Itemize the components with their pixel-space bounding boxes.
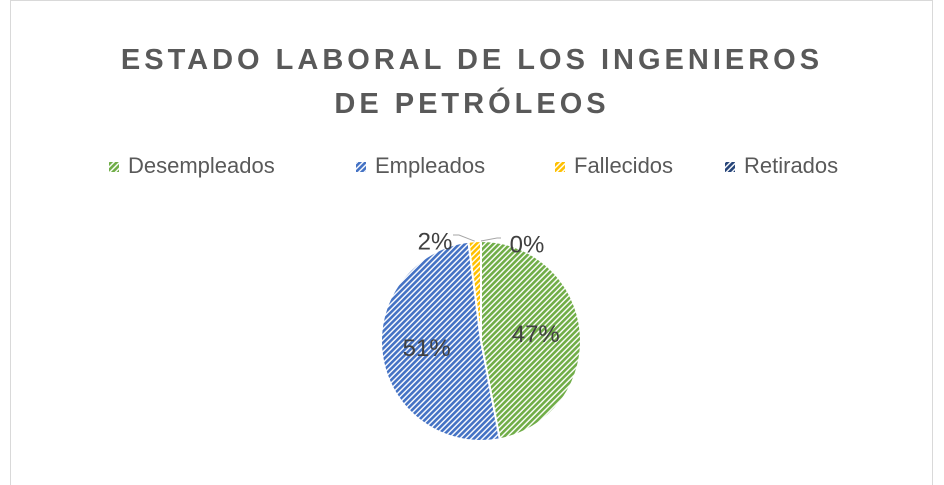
chart-border xyxy=(10,0,933,485)
pie-slice xyxy=(480,239,582,441)
legend-marker xyxy=(356,162,366,172)
chart-title: ESTADO LABORAL DE LOS INGENIEROS DE PETR… xyxy=(120,44,824,120)
data-label: 47% xyxy=(512,321,560,348)
legend-label: Retirados xyxy=(744,153,838,178)
data-label: 0% xyxy=(510,231,545,258)
legend-label: Fallecidos xyxy=(574,153,673,178)
data-label: 2% xyxy=(418,228,453,255)
pie-slice xyxy=(380,240,501,442)
legend-label: Desempleados xyxy=(128,153,275,178)
legend-label: Empleados xyxy=(375,153,485,178)
legend-marker xyxy=(109,162,119,172)
legend-marker xyxy=(725,162,735,172)
data-label: 51% xyxy=(403,335,451,362)
legend-marker xyxy=(555,162,565,172)
leader-line xyxy=(480,237,501,242)
leader-line xyxy=(453,234,475,242)
